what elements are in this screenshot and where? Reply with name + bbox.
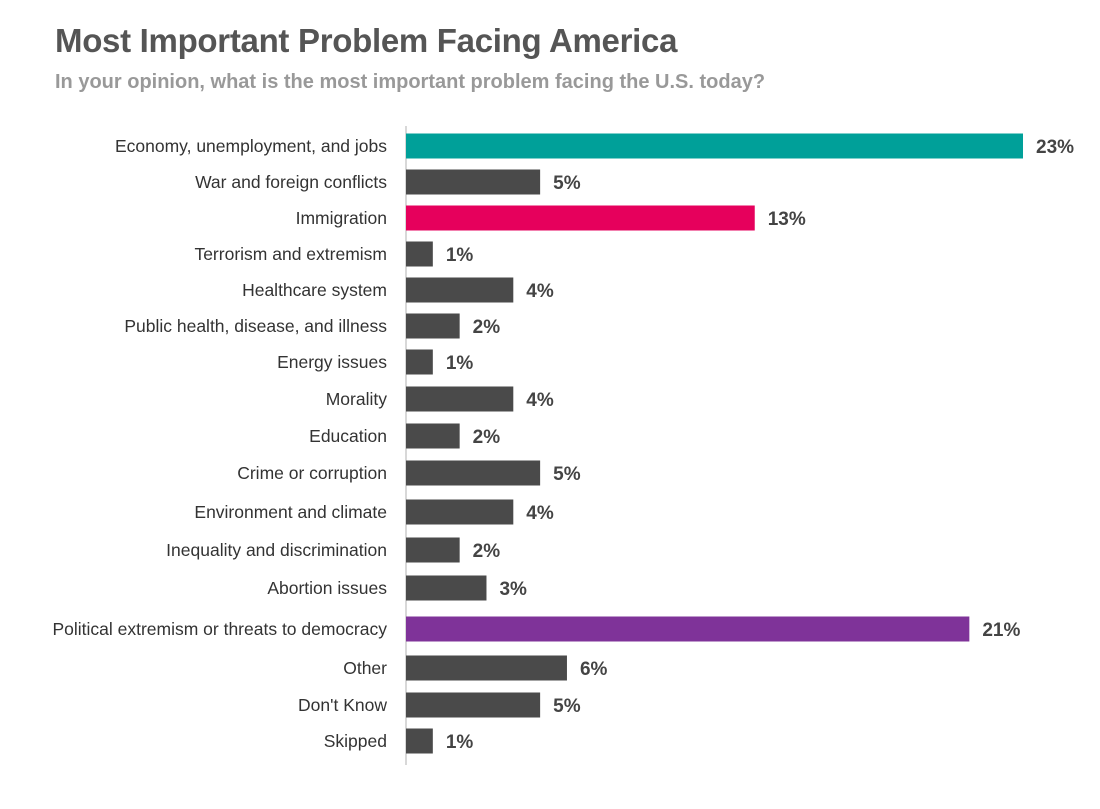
- bar-crime-or-corruption: [406, 460, 541, 486]
- chart-subtitle: In your opinion, what is the most import…: [55, 71, 766, 93]
- category-label-don-t-know: Don't Know: [298, 695, 387, 715]
- category-label-abortion-issues: Abortion issues: [267, 578, 387, 598]
- category-label-environment-and-climate: Environment and climate: [194, 502, 387, 522]
- category-label-energy-issues: Energy issues: [277, 352, 387, 372]
- value-label-other: 6%: [580, 659, 608, 680]
- bar-abortion-issues: [406, 575, 487, 601]
- bar-economy-unemployment-and-jobs: [406, 133, 1023, 159]
- bar-environment-and-climate: [406, 499, 514, 525]
- value-label-skipped: 1%: [446, 732, 474, 753]
- bar-don-t-know: [406, 692, 541, 718]
- category-label-morality: Morality: [326, 389, 388, 409]
- value-label-crime-or-corruption: 5%: [553, 464, 581, 485]
- bar-energy-issues: [406, 349, 433, 375]
- category-label-crime-or-corruption: Crime or corruption: [237, 463, 387, 483]
- value-label-abortion-issues: 3%: [499, 579, 527, 600]
- value-label-economy-unemployment-and-jobs: 23%: [1036, 137, 1074, 158]
- value-label-terrorism-and-extremism: 1%: [446, 245, 474, 266]
- category-label-healthcare-system: Healthcare system: [242, 280, 387, 300]
- category-label-public-health-disease-and-illness: Public health, disease, and illness: [124, 316, 387, 336]
- value-label-don-t-know: 5%: [553, 696, 581, 717]
- bar-skipped: [406, 728, 433, 754]
- value-label-energy-issues: 1%: [446, 353, 474, 374]
- value-label-war-and-foreign-conflicts: 5%: [553, 173, 581, 194]
- bar-morality: [406, 386, 514, 412]
- bar-war-and-foreign-conflicts: [406, 169, 541, 195]
- bar-education: [406, 423, 460, 449]
- bar-other: [406, 655, 567, 681]
- bar-inequality-and-discrimination: [406, 537, 460, 563]
- category-label-economy-unemployment-and-jobs: Economy, unemployment, and jobs: [115, 136, 387, 156]
- value-label-inequality-and-discrimination: 2%: [473, 541, 501, 562]
- bar-terrorism-and-extremism: [406, 241, 433, 267]
- value-label-education: 2%: [473, 427, 501, 448]
- bar-political-extremism-or-threats-to-democracy: [406, 616, 970, 642]
- chart-title: Most Important Problem Facing America: [55, 22, 678, 59]
- value-label-morality: 4%: [526, 390, 554, 411]
- value-label-political-extremism-or-threats-to-democracy: 21%: [982, 620, 1020, 641]
- bar-healthcare-system: [406, 277, 514, 303]
- value-label-healthcare-system: 4%: [526, 281, 554, 302]
- category-label-immigration: Immigration: [296, 208, 387, 228]
- value-label-public-health-disease-and-illness: 2%: [473, 317, 501, 338]
- value-label-immigration: 13%: [768, 209, 806, 230]
- bar-immigration: [406, 205, 755, 231]
- category-label-war-and-foreign-conflicts: War and foreign conflicts: [195, 172, 387, 192]
- value-label-environment-and-climate: 4%: [526, 503, 554, 524]
- bar-public-health-disease-and-illness: [406, 313, 460, 339]
- category-label-education: Education: [309, 426, 387, 446]
- category-label-skipped: Skipped: [324, 731, 387, 751]
- category-label-inequality-and-discrimination: Inequality and discrimination: [166, 540, 387, 560]
- category-label-other: Other: [343, 658, 387, 678]
- category-label-political-extremism-or-threats-to-democracy: Political extremism or threats to democr…: [52, 619, 387, 639]
- category-label-terrorism-and-extremism: Terrorism and extremism: [194, 244, 387, 264]
